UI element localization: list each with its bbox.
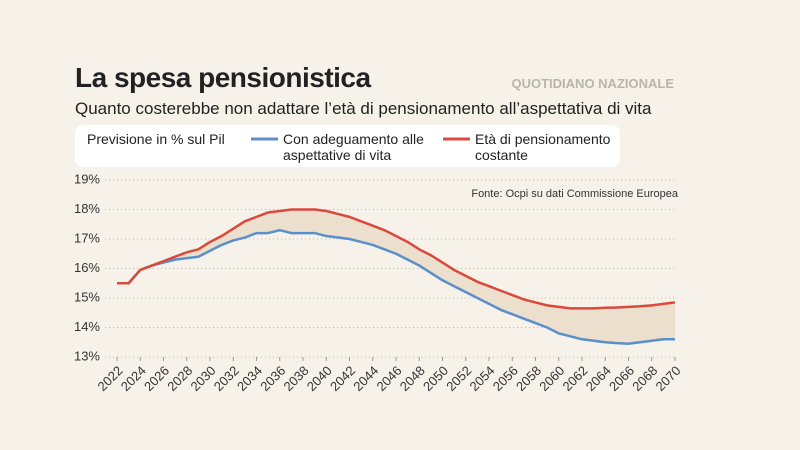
x-tick-label: 2064 bbox=[583, 363, 614, 394]
x-tick-label: 2066 bbox=[606, 363, 637, 394]
source: Fonte: Ocpi su dati Commissione Europea bbox=[471, 188, 679, 200]
x-tick-label: 2062 bbox=[559, 363, 590, 394]
x-tick-label: 2058 bbox=[513, 363, 544, 394]
y-tick-label: 19% bbox=[74, 171, 100, 186]
y-tick-label: 18% bbox=[74, 201, 100, 216]
legend-label: Età di pensionamento costante bbox=[475, 131, 611, 163]
x-tick-label: 2068 bbox=[629, 363, 660, 394]
x-tick-label: 2028 bbox=[164, 363, 195, 394]
series-line bbox=[117, 208, 676, 310]
legend-title: Previsione in % sul Pil bbox=[87, 131, 225, 147]
x-tick-label: 2052 bbox=[443, 363, 474, 394]
legend-label: Con adeguamento alle aspettative di vita bbox=[283, 131, 424, 163]
x-tick-label: 2040 bbox=[304, 363, 335, 394]
x-tick-label: 2034 bbox=[234, 363, 265, 394]
x-tick-label: 2048 bbox=[397, 363, 428, 394]
y-tick-label: 17% bbox=[74, 230, 100, 245]
x-tick-label: 2054 bbox=[466, 363, 497, 394]
x-tick-label: 2030 bbox=[187, 363, 218, 394]
brand: QUOTIDIANO NAZIONALE bbox=[511, 76, 675, 91]
x-tick-label: 2044 bbox=[350, 363, 381, 394]
x-tick-label: 2060 bbox=[536, 363, 567, 394]
y-tick-label: 15% bbox=[74, 289, 100, 304]
legend-keys bbox=[251, 137, 470, 141]
x-tick-label: 2032 bbox=[211, 363, 242, 394]
x-tick-label: 2070 bbox=[652, 363, 683, 394]
y-tick-label: 14% bbox=[74, 319, 100, 334]
series-line bbox=[117, 228, 675, 345]
subtitle: Quanto costerebbe non adattare l’età di … bbox=[75, 99, 652, 118]
x-tick-label: 2036 bbox=[257, 363, 288, 394]
x-tick-label: 2026 bbox=[141, 363, 172, 394]
x-tick-label: 2056 bbox=[490, 363, 521, 394]
x-tick-label: 2024 bbox=[118, 363, 149, 394]
x-tick-label: 2038 bbox=[280, 363, 311, 394]
legend: Previsione in % sul Pil Con adeguamento … bbox=[75, 125, 620, 167]
y-tick-label: 16% bbox=[74, 260, 100, 275]
x-tick-label: 2022 bbox=[94, 363, 125, 394]
x-tick-label: 2042 bbox=[327, 363, 358, 394]
y-tick-label: 13% bbox=[74, 348, 100, 363]
gap-area bbox=[117, 209, 675, 344]
title: La spesa pensionistica bbox=[75, 62, 371, 93]
x-tick-label: 2050 bbox=[420, 363, 451, 394]
x-tick-label: 2046 bbox=[373, 363, 404, 394]
